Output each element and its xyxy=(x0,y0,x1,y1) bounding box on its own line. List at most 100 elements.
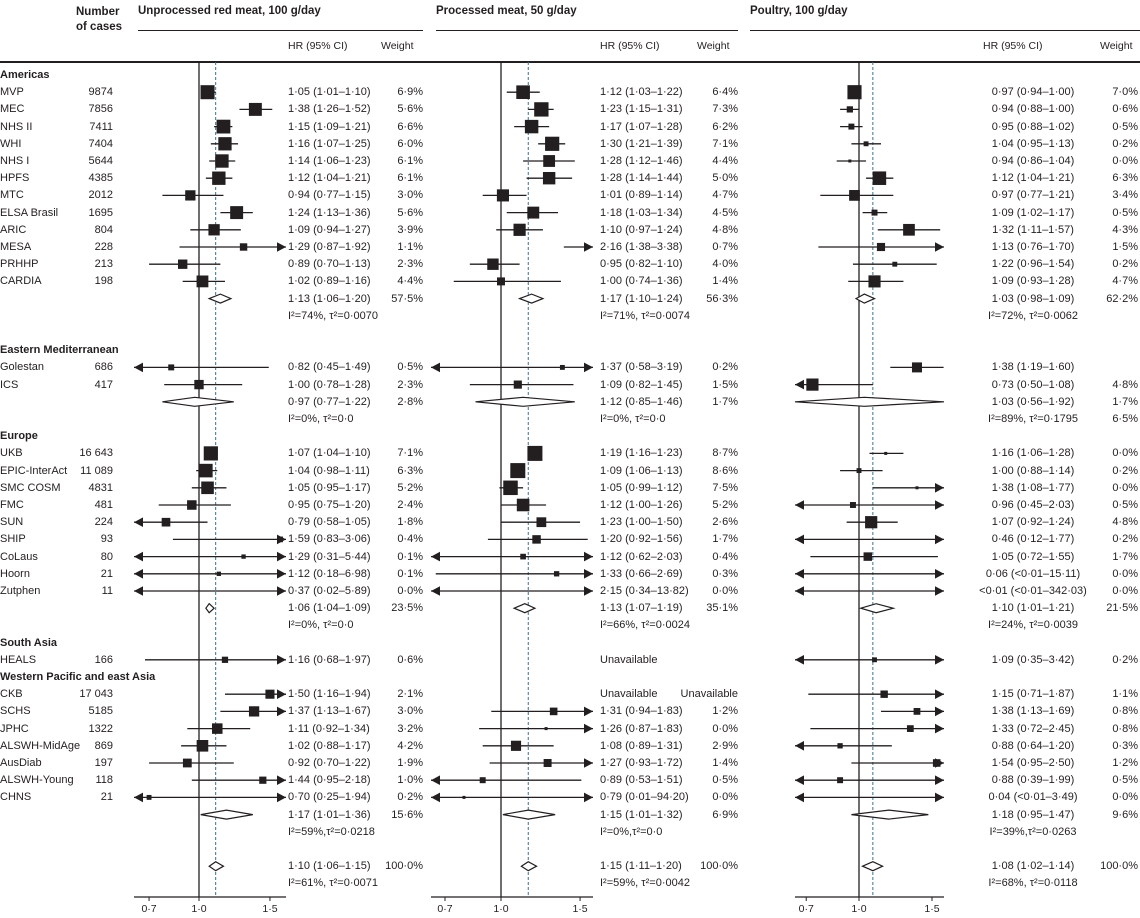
hr-ci: 1·38 (1·13–1·69) xyxy=(991,705,1075,718)
weight: 0·7% xyxy=(712,241,738,253)
point-estimate-poultry xyxy=(806,378,819,391)
weight: 0·5% xyxy=(712,774,738,787)
weight: 0·0% xyxy=(1112,155,1138,167)
arrow-right-processed-meat xyxy=(584,569,593,579)
study-row: Golestan 686 0·82 (0·45–1·49) 0·5% 1·37 (0·5… xyxy=(0,360,1140,374)
heterogeneity-row: I²=59%,τ²=0·0218 I²=0%,τ²=0·0 I²=39%,τ²=0·… xyxy=(0,825,1140,839)
point-estimate-poultry xyxy=(863,552,873,561)
heterogeneity-stat: I²=0%, τ²=0·0 xyxy=(600,413,666,425)
weight: 4·7% xyxy=(712,189,738,202)
point-estimate-processed-meat xyxy=(549,707,558,716)
hr-ci: 0·37 (0·02–5·89) xyxy=(288,585,371,597)
weight: 1·7% xyxy=(712,533,738,546)
study-name: CARDIA xyxy=(0,275,42,288)
weight: 0·3% xyxy=(1112,739,1138,752)
weight: 2·4% xyxy=(397,499,423,511)
hr-ci: 1·28 (1·14–1·44) xyxy=(600,172,683,185)
hr-ci: 1·09 (1·06–1·13) xyxy=(600,464,683,477)
case-count: 686 xyxy=(94,361,113,374)
tick-label-processed-meat: 0·7 xyxy=(437,903,453,915)
point-estimate-poultry xyxy=(847,85,862,100)
study-name: UKB xyxy=(0,447,23,460)
arrow-right-red-meat xyxy=(277,706,286,717)
weight: 1·8% xyxy=(397,516,423,529)
point-estimate-red-meat xyxy=(196,739,209,752)
hr-ci: 0·97 (0·94–1·00) xyxy=(991,86,1075,99)
weight: 3·2% xyxy=(397,722,423,735)
point-estimate-poultry xyxy=(856,468,862,474)
study-row: FMC 481 0·95 (0·75–1·20) 2·4% 1·12 (1·00–1·2… xyxy=(0,498,1140,512)
study-row: NHS II 7411 1·15 (1·09–1·21) 6·6% 1·17 (1·07… xyxy=(0,120,1140,134)
study-name: ICS xyxy=(0,378,19,391)
hr-ci: 1·05 (1·01–1·10) xyxy=(288,86,371,99)
study-row: WHI 7404 1·16 (1·07–1·25) 6·0% 1·30 (1·21–1·… xyxy=(0,137,1140,151)
weight: 5·0% xyxy=(712,172,738,185)
weight: 0·0% xyxy=(712,791,738,804)
point-estimate-poultry xyxy=(880,690,888,698)
hr-ci: 0·97 (0·77–1·22) xyxy=(288,395,371,408)
weight: 2·9% xyxy=(712,739,738,752)
study-row: HPFS 4385 1·12 (1·04–1·21) 6·1% 1·28 (1·14–1… xyxy=(0,171,1140,185)
arrow-right-poultry xyxy=(935,483,944,493)
region-label: Americas xyxy=(0,69,50,81)
weight: 1·5% xyxy=(712,378,738,391)
weight: 1·1% xyxy=(397,241,423,253)
hr-ci: 1·02 (0·88–1·17) xyxy=(288,739,371,752)
panel-rule-red-meat xyxy=(138,30,423,31)
case-count: 17 043 xyxy=(79,688,113,701)
point-estimate-poultry xyxy=(871,209,878,216)
point-estimate-processed-meat xyxy=(513,223,526,236)
hr-ci: 1·13 (0·76–1·70) xyxy=(991,241,1075,253)
hr-header-processed-meat: HR (95% CI) xyxy=(600,40,660,52)
case-count: 16 643 xyxy=(79,447,113,460)
pooled-diamond-red-meat xyxy=(162,396,234,407)
hr-ci: 1·38 (1·26–1·52) xyxy=(288,103,371,116)
case-count: 213 xyxy=(94,258,113,271)
weight: 6·9% xyxy=(397,86,423,99)
hr-ci: 1·28 (1·12–1·46) xyxy=(600,155,683,167)
hr-ci: <0·01 (<0·01–342·03) xyxy=(979,585,1087,597)
hr-ci: 1·38 (1·08–1·77) xyxy=(991,481,1075,494)
study-name: HEALS xyxy=(0,653,37,666)
weight: 0·5% xyxy=(1112,206,1138,219)
point-estimate-processed-meat xyxy=(543,155,556,167)
weight: 23·5% xyxy=(391,602,423,615)
hr-ci: 0·46 (0·12–1·77) xyxy=(991,533,1075,546)
tick-label-poultry: 0·7 xyxy=(798,903,814,915)
hr-ci: 1·12 (1·04–1·21) xyxy=(991,172,1075,185)
weight: 4·8% xyxy=(712,223,738,236)
study-name: FMC xyxy=(0,499,24,511)
hr-ci: 1·09 (0·94–1·27) xyxy=(288,223,371,236)
hr-ci: 0·89 (0·53–1·51) xyxy=(600,774,683,787)
arrow-left-poultry xyxy=(795,792,804,803)
arrow-right-poultry xyxy=(935,689,944,699)
hr-ci: 1·29 (0·87–1·92) xyxy=(288,241,371,253)
point-estimate-poultry xyxy=(915,486,919,490)
weight: 0·1% xyxy=(397,567,423,580)
case-count: 4385 xyxy=(88,172,113,185)
hr-ci: 1·59 (0·83–3·06) xyxy=(288,533,371,546)
point-estimate-red-meat xyxy=(161,517,171,527)
hr-ci: 1·11 (0·92–1·34) xyxy=(288,722,370,735)
point-estimate-red-meat xyxy=(199,463,213,478)
point-estimate-poultry xyxy=(872,171,887,185)
hr-ci: 1·33 (0·72–2·45) xyxy=(991,722,1075,735)
study-row: MEC 7856 1·38 (1·26–1·52) 5·6% 1·23 (1·15–1·… xyxy=(0,102,1140,116)
weight: 0·0% xyxy=(397,585,423,597)
weight: 0·0% xyxy=(1112,481,1138,494)
point-estimate-red-meat xyxy=(230,206,244,220)
point-estimate-processed-meat xyxy=(497,277,505,286)
weight: 35·1% xyxy=(706,602,738,615)
study-name: ELSA Brasil xyxy=(0,206,59,219)
hr-ci: 1·09 (1·02–1·17) xyxy=(991,206,1075,219)
point-estimate-red-meat xyxy=(196,275,209,288)
case-count: 1322 xyxy=(88,722,113,735)
point-estimate-poultry xyxy=(913,708,921,715)
weight: 5·6% xyxy=(397,206,423,219)
point-estimate-red-meat xyxy=(168,364,175,371)
weight: 0·8% xyxy=(1112,722,1138,735)
case-count: 21 xyxy=(100,567,113,580)
hr-header-red-meat: HR (95% CI) xyxy=(288,40,348,52)
hr-ci: Unavailable xyxy=(600,653,658,666)
point-estimate-poultry xyxy=(868,275,881,288)
